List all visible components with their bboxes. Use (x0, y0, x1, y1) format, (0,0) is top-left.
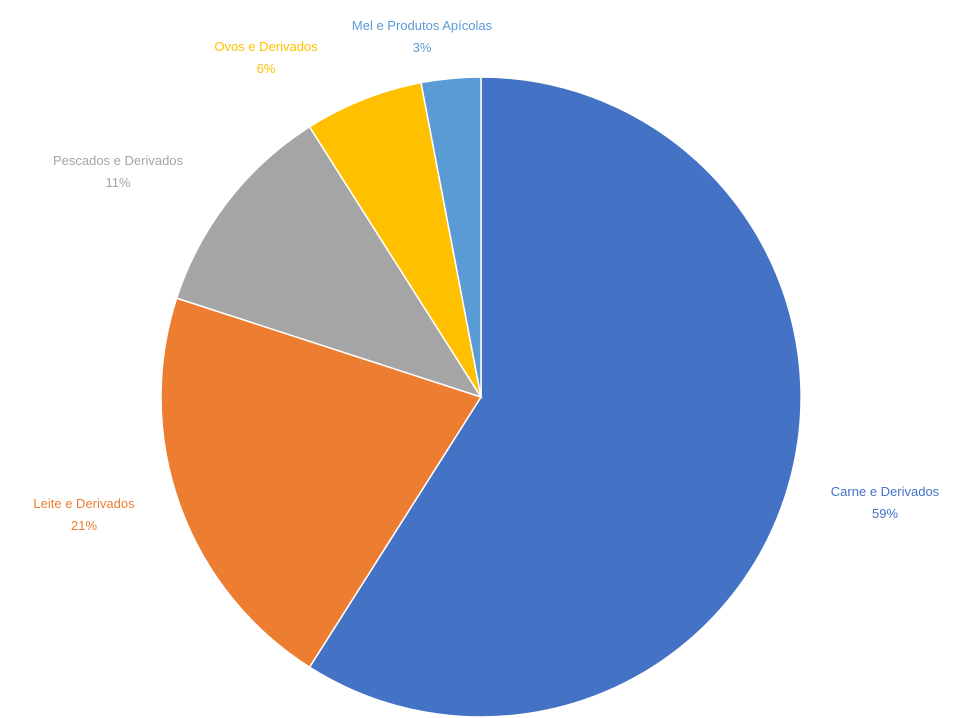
pie-slice-ovos (308, 81, 482, 398)
pie-slices (160, 76, 802, 718)
data-label-pescados: Pescados e Derivados 11% (53, 153, 184, 190)
slice-label-leite: Leite e Derivados (33, 496, 135, 511)
pie-slice-mel (420, 76, 482, 398)
slice-percent-mel: 3% (413, 40, 432, 55)
pie-slice-carne (308, 76, 802, 718)
slice-label-mel: Mel e Produtos Apícolas (352, 18, 493, 33)
slice-percent-leite: 21% (71, 518, 97, 533)
pie-slice-pescados (175, 125, 483, 399)
data-label-mel: Mel e Produtos Apícolas 3% (352, 18, 493, 55)
data-label-carne: Carne e Derivados 59% (831, 484, 940, 521)
slice-percent-carne: 59% (872, 506, 898, 521)
slice-percent-pescados: 11% (105, 175, 130, 190)
slice-label-ovos: Ovos e Derivados (214, 39, 318, 54)
slice-label-pescados: Pescados e Derivados (53, 153, 184, 168)
data-label-ovos: Ovos e Derivados 6% (214, 39, 318, 76)
pie-slice-leite (160, 297, 483, 669)
slice-label-carne: Carne e Derivados (831, 484, 940, 499)
data-label-leite: Leite e Derivados 21% (33, 496, 135, 533)
slice-percent-ovos: 6% (257, 61, 276, 76)
